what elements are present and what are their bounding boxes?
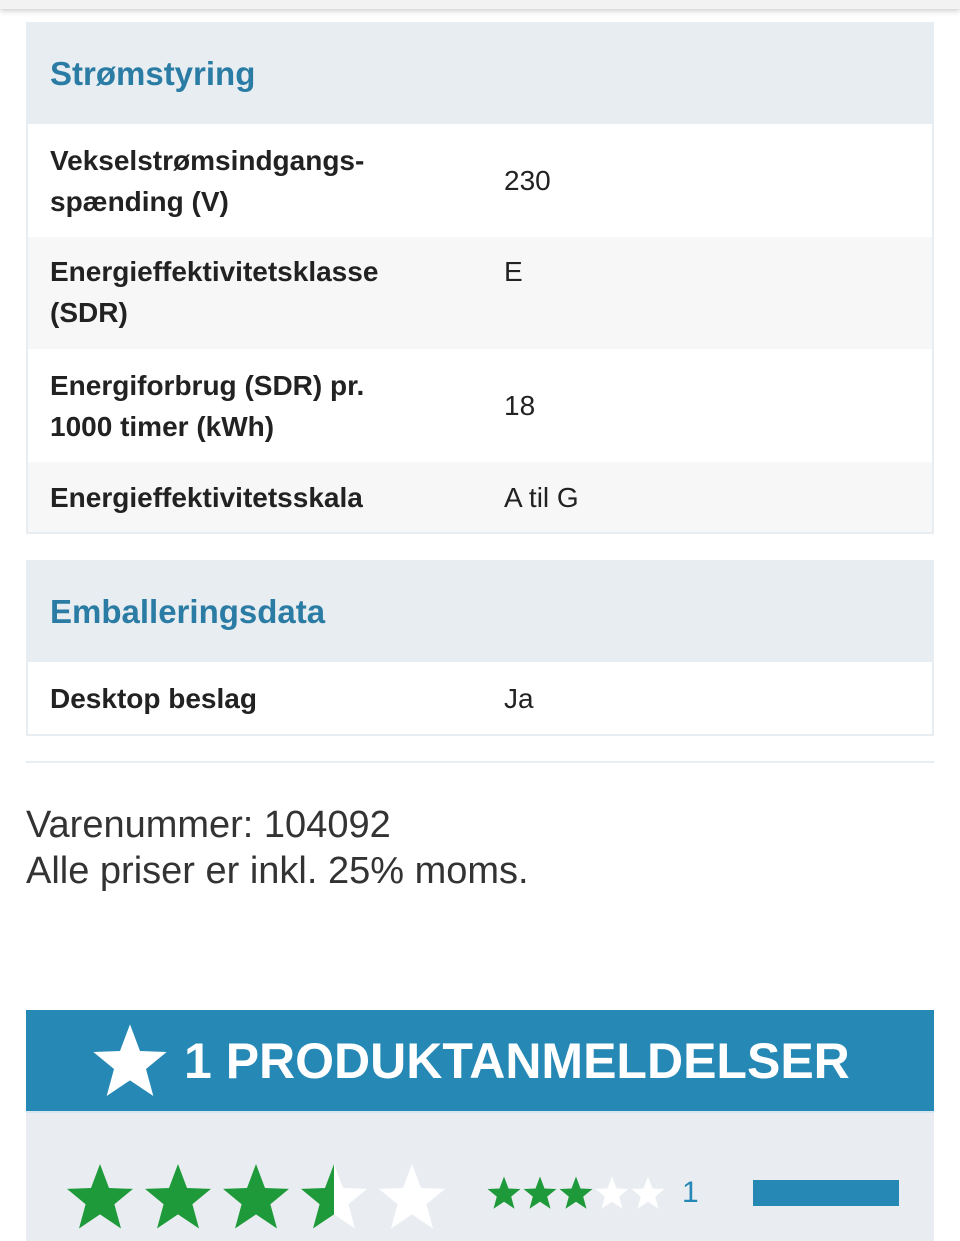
spec-label: Energiforbrug (SDR) pr. 1000 timer (kWh)	[28, 365, 504, 447]
item-number: Varenummer: 104092	[26, 804, 391, 846]
label-text: Energieffektivitetsklasse (SDR)	[50, 256, 379, 328]
divider	[26, 761, 934, 763]
label-text: Energiforbrug (SDR) pr. 1000 timer (kWh)	[50, 369, 365, 442]
breakdown-stars	[486, 1175, 666, 1211]
spec-value: Ja	[504, 682, 534, 714]
star-icon	[93, 1023, 167, 1096]
star-filled-icon	[142, 1161, 214, 1233]
reviews-summary: 1	[26, 1111, 934, 1241]
product-info: Varenummer: 104092 Alle priser er inkl. …	[26, 802, 529, 894]
rating-breakdown-row[interactable]: 1	[486, 1175, 899, 1211]
table-row: Energieffektivitetsskala A til G	[28, 462, 932, 532]
star-empty-icon	[594, 1175, 630, 1211]
spec-value: 230	[504, 165, 551, 196]
spec-label: Desktop beslag	[50, 682, 257, 714]
vat-note: Alle priser er inkl. 25% moms.	[26, 850, 529, 892]
star-filled-icon	[558, 1175, 594, 1211]
section-title: Strømstyring	[28, 24, 932, 124]
star-half-icon	[298, 1161, 370, 1233]
spec-value: E	[504, 256, 523, 287]
star-empty-icon	[376, 1161, 448, 1233]
star-filled-icon	[220, 1161, 292, 1233]
spec-value: 18	[504, 390, 536, 421]
spec-label: Energieffektivitetsklasse (SDR)	[28, 251, 504, 333]
breakdown-bar-track	[752, 1180, 899, 1206]
reviews-title: 1 PRODUKTANMELDELSER	[184, 1032, 850, 1089]
table-row: Desktop beslag Ja	[28, 662, 932, 734]
table-row: Energieffektivitetsklasse (SDR) E	[28, 237, 932, 349]
table-row: Energiforbrug (SDR) pr. 1000 timer (kWh)…	[28, 349, 932, 462]
spec-value: A til G	[504, 481, 579, 513]
breakdown-count: 1	[682, 1176, 699, 1209]
star-empty-icon	[630, 1175, 666, 1211]
spec-table: Vekselstrømsindgangs-spænding (V) 230 En…	[28, 124, 932, 532]
reviews-header[interactable]: 1 PRODUKTANMELDELSER	[26, 1010, 934, 1111]
star-filled-icon	[64, 1161, 136, 1233]
section-power: Strømstyring Vekselstrømsindgangs-spændi…	[26, 22, 934, 534]
table-row: Vekselstrømsindgangs-spænding (V) 230	[28, 124, 932, 237]
spec-label: Vekselstrømsindgangs-spænding (V)	[28, 140, 504, 222]
section-packaging: Emballeringsdata Desktop beslag Ja	[26, 560, 934, 736]
star-filled-icon	[522, 1175, 558, 1211]
label-text: Vekselstrømsindgangs-spænding (V)	[50, 144, 365, 217]
breakdown-bar-fill	[752, 1180, 899, 1206]
spec-label: Energieffektivitetsskala	[50, 481, 363, 513]
average-rating-stars	[64, 1161, 448, 1233]
star-filled-icon	[486, 1175, 522, 1211]
top-bar	[0, 0, 960, 9]
section-title: Emballeringsdata	[28, 562, 932, 662]
